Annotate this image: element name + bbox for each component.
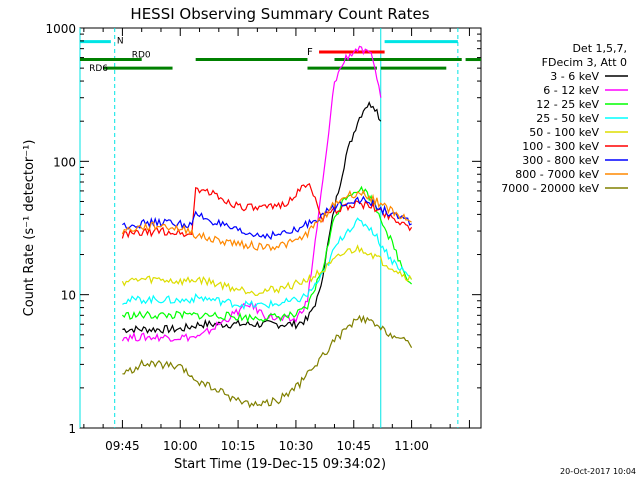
x-tick-label: 10:15 <box>221 439 256 453</box>
rd0-flag-label: RD0 <box>132 51 151 61</box>
legend-entry-label: 300 - 800 keV <box>522 154 599 167</box>
series-line <box>122 314 413 409</box>
chart-title: HESSI Observing Summary Count Rates <box>130 5 429 23</box>
series-line <box>121 189 412 252</box>
series-line <box>121 45 382 343</box>
x-tick-label: 10:00 <box>163 439 198 453</box>
x-axis-label: Start Time (19-Dec-15 09:34:02) <box>174 457 386 472</box>
night-flag-label: N <box>117 37 124 47</box>
legend-entry-label: 7000 - 20000 keV <box>501 182 599 195</box>
x-tick-label: 11:00 <box>394 439 429 453</box>
y-axis-ticks: 1 10 100 1000 <box>45 22 481 436</box>
y-tick-label: 1000 <box>45 22 76 36</box>
series-line <box>122 101 382 335</box>
y-tick-label: 1 <box>68 422 76 436</box>
series-line <box>121 182 413 239</box>
x-axis-ticks: 09:45 10:00 10:15 10:30 10:45 11:00 <box>83 28 470 453</box>
legend-entry-label: 50 - 100 keV <box>529 126 599 139</box>
series-line <box>122 217 413 311</box>
legend-header: FDecim 3, Att 0 <box>542 56 627 69</box>
x-tick-label: 09:45 <box>105 439 140 453</box>
y-tick-label: 100 <box>53 155 76 169</box>
rd6-flag-label: RD6 <box>89 64 108 74</box>
legend-entry-label: 6 - 12 keV <box>543 84 599 97</box>
series-line <box>122 195 412 241</box>
footer-date: 20-Oct-2017 10:04 <box>560 467 636 476</box>
legend-entry-label: 3 - 6 keV <box>550 70 599 83</box>
legend-entry-label: 12 - 25 keV <box>536 98 599 111</box>
series-line <box>121 244 413 297</box>
x-tick-label: 10:30 <box>279 439 314 453</box>
x-tick-label: 10:45 <box>336 439 371 453</box>
observing-flags: N RD0 RD6 F <box>79 28 481 428</box>
legend-header: Det 1,5,7, <box>572 42 627 55</box>
legend-entry-label: 100 - 300 keV <box>522 140 599 153</box>
flare-flag-label: F <box>307 47 313 58</box>
series-lines <box>121 45 413 409</box>
y-tick-label: 10 <box>61 289 76 303</box>
legend-entry-label: 25 - 50 keV <box>536 112 599 125</box>
y-axis-label: Count Rate (s⁻¹ detector⁻¹) <box>22 140 37 317</box>
series-line <box>121 185 413 324</box>
legend-entry-label: 800 - 7000 keV <box>515 168 599 181</box>
